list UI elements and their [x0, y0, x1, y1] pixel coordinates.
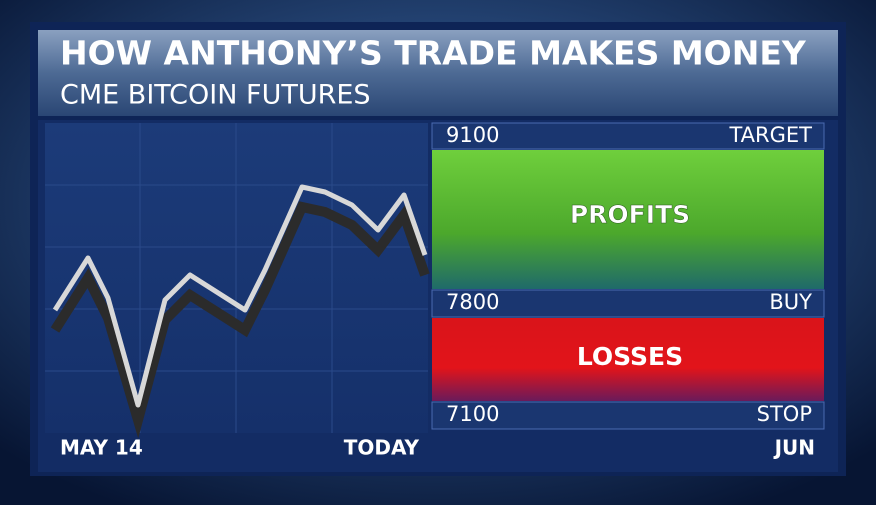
line-shadow: [50, 201, 430, 439]
level-label: TARGET: [728, 123, 812, 147]
zone-label: LOSSES: [577, 342, 683, 371]
level-price: 9100: [446, 123, 499, 147]
level-row: [431, 401, 825, 430]
x-label: MAY 14: [60, 436, 143, 460]
grid: [45, 123, 428, 433]
loss-zone: [432, 318, 824, 401]
level-label: BUY: [769, 290, 812, 314]
level-price: 7100: [446, 402, 499, 426]
subtitle: CME BITCOIN FUTURES: [60, 80, 371, 111]
level-price: 7800: [446, 290, 499, 314]
title: HOW ANTHONY’S TRADE MAKES MONEY: [60, 34, 807, 73]
title-band: [38, 30, 838, 116]
x-label: JUN: [773, 436, 815, 460]
x-label: TODAY: [344, 436, 420, 460]
profit-zone: [432, 150, 824, 289]
price-line: [52, 184, 428, 408]
level-label: STOP: [757, 402, 812, 426]
level-row: [431, 289, 825, 318]
level-row: [431, 122, 825, 150]
zone-label: PROFITS: [570, 200, 690, 229]
